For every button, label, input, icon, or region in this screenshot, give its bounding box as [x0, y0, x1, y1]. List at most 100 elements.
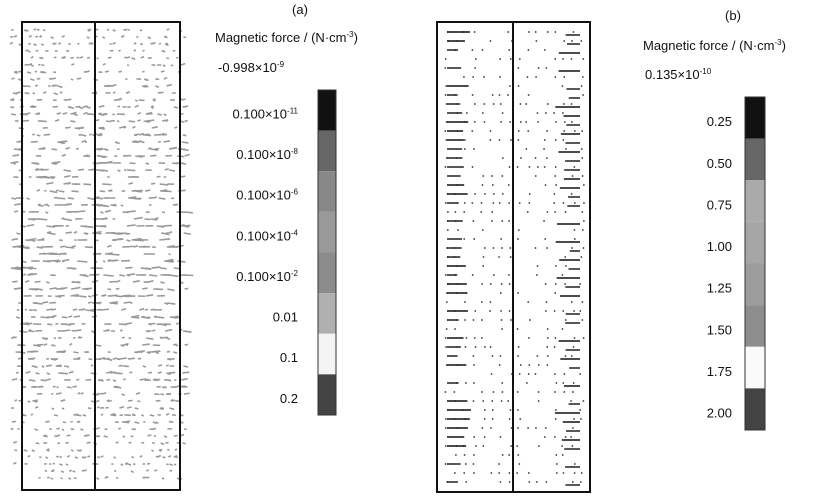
field-vector — [11, 336, 15, 339]
field-dot — [473, 148, 475, 150]
field-vector — [49, 190, 58, 194]
field-vector — [88, 168, 95, 171]
field-vector — [166, 57, 169, 60]
field-dot — [564, 256, 567, 258]
field-vector — [166, 337, 171, 340]
field-vector — [149, 274, 158, 277]
field-dot — [570, 58, 573, 60]
field-dot — [543, 220, 545, 222]
field-dot — [570, 103, 573, 105]
field-dot — [525, 148, 528, 150]
field-dot — [481, 283, 484, 285]
field-vector — [135, 190, 140, 193]
field-dot — [499, 355, 502, 357]
field-vector — [174, 315, 179, 318]
colorbar-segment — [318, 211, 336, 253]
field-vector — [100, 455, 104, 458]
field-dot — [491, 355, 494, 357]
colorbar-segment — [318, 171, 336, 212]
field-dot — [455, 454, 457, 456]
field-vector — [11, 197, 17, 200]
field-dot — [563, 121, 566, 123]
field-vector — [134, 421, 140, 424]
scale-label: 0.25 — [707, 114, 732, 129]
field-vector — [164, 36, 168, 39]
field-dot — [563, 130, 566, 132]
field-vector — [42, 29, 46, 32]
field-dot — [582, 247, 585, 249]
field-vector — [70, 120, 76, 123]
field-vector — [98, 113, 105, 117]
field-dot — [471, 94, 474, 96]
field-vector — [101, 392, 107, 395]
colorbar-segment — [318, 130, 336, 172]
field-vector — [70, 78, 74, 81]
field-dot — [562, 202, 565, 204]
field-dot — [543, 139, 546, 141]
field-dot — [581, 301, 584, 303]
field-vector — [119, 274, 125, 277]
field-dot — [563, 391, 566, 393]
field-vector — [52, 462, 55, 465]
superscript: -3 — [346, 30, 354, 39]
field-dot — [571, 481, 574, 483]
field-vector — [52, 161, 56, 164]
field-vector — [56, 350, 62, 353]
reference-value: 0.135×10-10 — [645, 67, 712, 82]
field-vector — [35, 442, 40, 445]
field-vector — [98, 104, 105, 108]
field-vector — [46, 230, 52, 234]
field-vector — [133, 49, 137, 52]
field-dot — [564, 436, 567, 438]
field-dot — [562, 103, 565, 105]
field-vector — [126, 169, 136, 172]
colorbar-segment — [318, 374, 336, 415]
field-vector — [83, 111, 88, 115]
field-dot — [483, 76, 486, 78]
field-dot — [471, 274, 474, 276]
field-dot — [500, 310, 502, 312]
field-dot — [561, 274, 564, 276]
field-dot — [501, 328, 503, 330]
field-vector — [35, 49, 39, 52]
field-dot — [517, 139, 520, 141]
text-part: 1.00 — [707, 239, 732, 254]
field-vector — [51, 77, 56, 80]
field-dot — [570, 400, 572, 402]
field-vector — [122, 342, 129, 346]
field-dot — [563, 373, 566, 375]
field-dot — [534, 175, 537, 177]
field-vector — [30, 78, 35, 82]
field-dot — [444, 418, 447, 420]
field-dot — [527, 427, 530, 429]
field-vector — [118, 323, 128, 326]
field-vector — [160, 70, 165, 73]
field-vector — [43, 189, 47, 192]
field-vector — [145, 162, 150, 165]
field-vector — [121, 336, 125, 339]
field-vector — [71, 245, 76, 248]
field-dot — [555, 472, 558, 474]
field-vector — [146, 462, 151, 465]
field-dot — [571, 175, 574, 177]
text-part: 0.100×10 — [236, 147, 291, 162]
field-vector — [146, 476, 150, 479]
field-dot — [554, 283, 557, 285]
field-vector — [39, 35, 42, 38]
field-vector — [11, 237, 19, 241]
field-dot — [554, 58, 557, 60]
field-vector — [126, 56, 131, 59]
field-dot — [517, 85, 520, 87]
field-vector — [68, 370, 74, 374]
colorbar-segment — [745, 180, 765, 222]
field-dot — [463, 148, 466, 150]
field-vector — [126, 274, 131, 277]
field-vector — [102, 183, 112, 186]
field-dot — [463, 454, 466, 456]
field-dot — [544, 427, 547, 429]
field-vector — [139, 378, 147, 381]
field-dot — [582, 94, 585, 96]
field-dot — [546, 337, 549, 339]
field-vector — [47, 323, 53, 326]
